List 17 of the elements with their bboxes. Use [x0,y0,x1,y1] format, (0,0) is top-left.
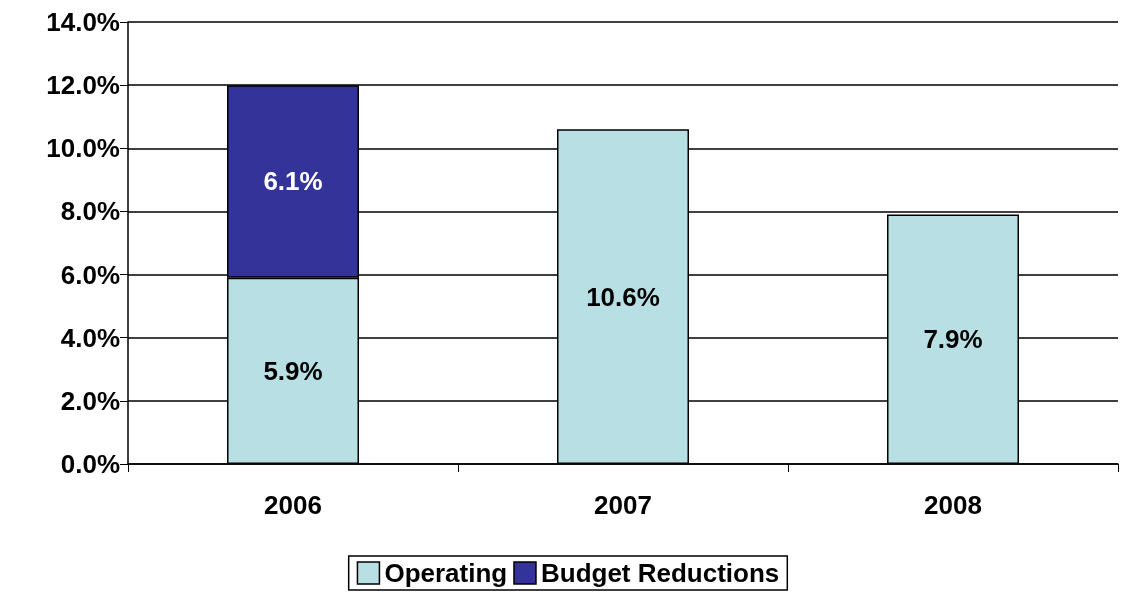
y-tick-label: 10.0% [46,133,120,164]
y-tick-label: 2.0% [60,385,120,416]
y-tick-label: 12.0% [46,70,120,101]
legend-label: Operating [384,558,508,588]
data-label: 7.9% [923,324,983,355]
y-tick-label: 6.0% [60,259,120,290]
y-tick-label: 4.0% [60,322,120,353]
y-tick-label: 14.0% [46,7,120,37]
data-label: 5.9% [263,355,323,386]
y-tick-label: 8.0% [60,196,120,227]
x-tick-label: 2008 [924,490,982,520]
x-tick-label: 2006 [264,490,322,520]
legend-label: Budget Reductions [540,558,780,588]
data-label: 6.1% [263,166,323,197]
x-tick-label: 2007 [594,490,652,520]
y-tick-label: 0.0% [60,449,120,479]
data-label: 10.6% [586,281,660,312]
